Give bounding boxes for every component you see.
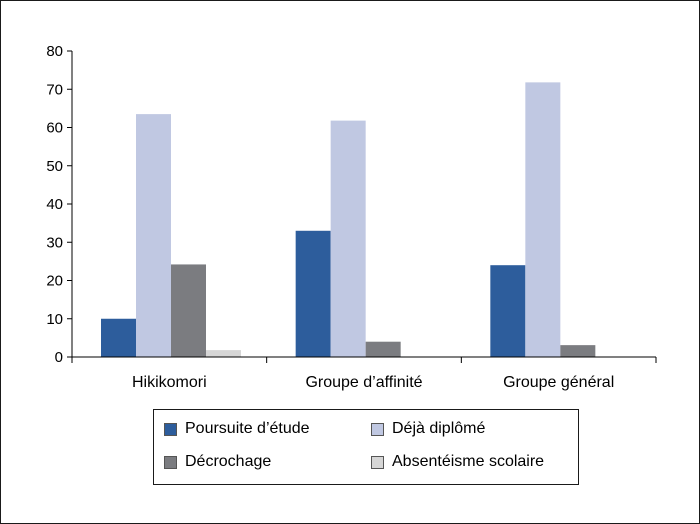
y-tick-label: 40	[46, 196, 63, 213]
legend-label-deja-diplome: Déjà diplômé	[392, 420, 486, 437]
bar-absent-isme-scolaire-0	[206, 350, 241, 357]
y-axis: 0 10 20 30 40 50 60 70 80	[46, 43, 73, 366]
bar-d-j-dipl-m--0	[136, 114, 171, 357]
y-tick-label: 80	[46, 43, 63, 60]
y-tick-label: 0	[55, 349, 63, 366]
y-tick-label: 20	[46, 273, 63, 290]
bar-d-crochage-0	[171, 264, 206, 357]
legend-item-absenteisme: Absentéisme scolaire	[371, 453, 544, 471]
legend-swatch-poursuite	[164, 422, 177, 436]
legend-swatch-deja-diplome	[371, 422, 384, 436]
legend-swatch-absenteisme	[371, 455, 384, 469]
y-tick-label: 50	[46, 158, 63, 175]
bar-poursuite-d-tude-0	[101, 318, 136, 357]
legend-item-poursuite: Poursuite d’étude	[164, 420, 310, 438]
legend-item-deja-diplome: Déjà diplômé	[371, 420, 485, 438]
bar-poursuite-d-tude-2	[490, 265, 526, 357]
legend-swatch-decrochage	[164, 455, 177, 469]
legend: Poursuite d’étude Déjà diplômé Décrochag…	[153, 409, 579, 485]
bar-d-j-dipl-m--1	[330, 120, 366, 358]
y-tick-label: 70	[46, 81, 63, 98]
legend-label-decrochage: Décrochage	[185, 453, 272, 470]
legend-item-decrochage: Décrochage	[164, 453, 271, 471]
x-axis: Hikikomori Groupe d’affinité Groupe généra…	[71, 356, 657, 391]
category-label: Groupe général	[503, 374, 614, 391]
y-tick-label: 10	[46, 311, 63, 328]
bar-d-crochage-1	[365, 341, 401, 357]
category-label: Groupe d’affinité	[305, 374, 422, 391]
bar-d-crochage-2	[560, 345, 596, 357]
y-tick-label: 60	[46, 120, 63, 137]
legend-label-poursuite: Poursuite d’étude	[185, 420, 310, 437]
legend-label-absenteisme: Absentéisme scolaire	[392, 453, 545, 470]
bars	[101, 82, 596, 358]
bar-poursuite-d-tude-1	[295, 230, 331, 357]
y-tick-label: 30	[46, 234, 63, 251]
bar-d-j-dipl-m--2	[525, 82, 561, 358]
category-label: Hikikomori	[132, 374, 207, 391]
